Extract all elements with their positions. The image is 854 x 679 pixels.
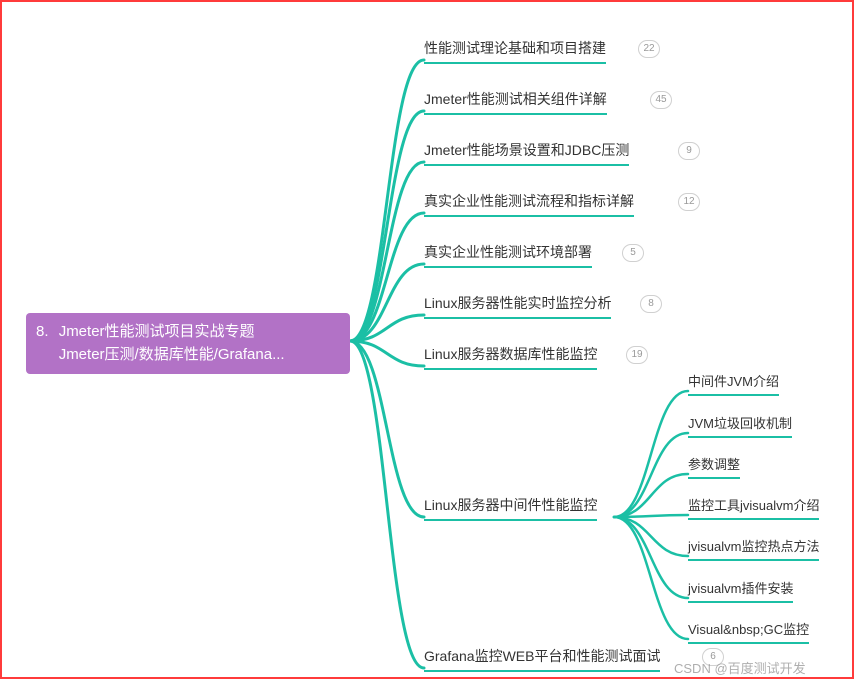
grandchild-node[interactable]: jvisualvm监控热点方法 [688, 536, 819, 561]
child-node[interactable]: Grafana监控WEB平台和性能测试面试 [424, 646, 660, 672]
child-node[interactable]: Linux服务器中间件性能监控 [424, 495, 597, 521]
grandchild-node[interactable]: jvisualvm插件安装 [688, 578, 793, 603]
child-node[interactable]: 真实企业性能测试环境部署 [424, 242, 592, 268]
child-node[interactable]: Linux服务器数据库性能监控 [424, 344, 597, 370]
child-node[interactable]: Jmeter性能测试相关组件详解 [424, 89, 607, 115]
root-line2: Jmeter压测/数据库性能/Grafana... [59, 346, 285, 363]
grandchild-node[interactable]: Visual&nbsp;GC监控 [688, 619, 809, 644]
diagram-frame: 8. Jmeter性能测试项目实战专题 Jmeter压测/数据库性能/Grafa… [0, 0, 854, 679]
count-badge: 45 [650, 91, 672, 109]
grandchild-node[interactable]: JVM垃圾回收机制 [688, 413, 792, 438]
count-badge: 22 [638, 40, 660, 58]
child-node[interactable]: 性能测试理论基础和项目搭建 [424, 38, 606, 64]
count-badge: 19 [626, 346, 648, 364]
grandchild-node[interactable]: 参数调整 [688, 454, 740, 479]
count-badge: 8 [640, 295, 662, 313]
count-badge: 5 [622, 244, 644, 262]
child-node[interactable]: 真实企业性能测试流程和指标详解 [424, 191, 634, 217]
root-line1: Jmeter性能测试项目实战专题 [59, 323, 255, 340]
count-badge: 12 [678, 193, 700, 211]
count-badge: 9 [678, 142, 700, 160]
grandchild-node[interactable]: 监控工具jvisualvm介绍 [688, 495, 819, 520]
child-node[interactable]: Jmeter性能场景设置和JDBC压测 [424, 140, 629, 166]
root-label: Jmeter性能测试项目实战专题 Jmeter压测/数据库性能/Grafana.… [59, 321, 285, 366]
root-node[interactable]: 8. Jmeter性能测试项目实战专题 Jmeter压测/数据库性能/Grafa… [26, 313, 350, 374]
child-node[interactable]: Linux服务器性能实时监控分析 [424, 293, 611, 319]
watermark: CSDN @百度测试开发 [674, 658, 806, 677]
grandchild-node[interactable]: 中间件JVM介绍 [688, 371, 779, 396]
watermark-text: CSDN @百度测试开发 [674, 661, 806, 676]
root-number: 8. [36, 321, 49, 344]
